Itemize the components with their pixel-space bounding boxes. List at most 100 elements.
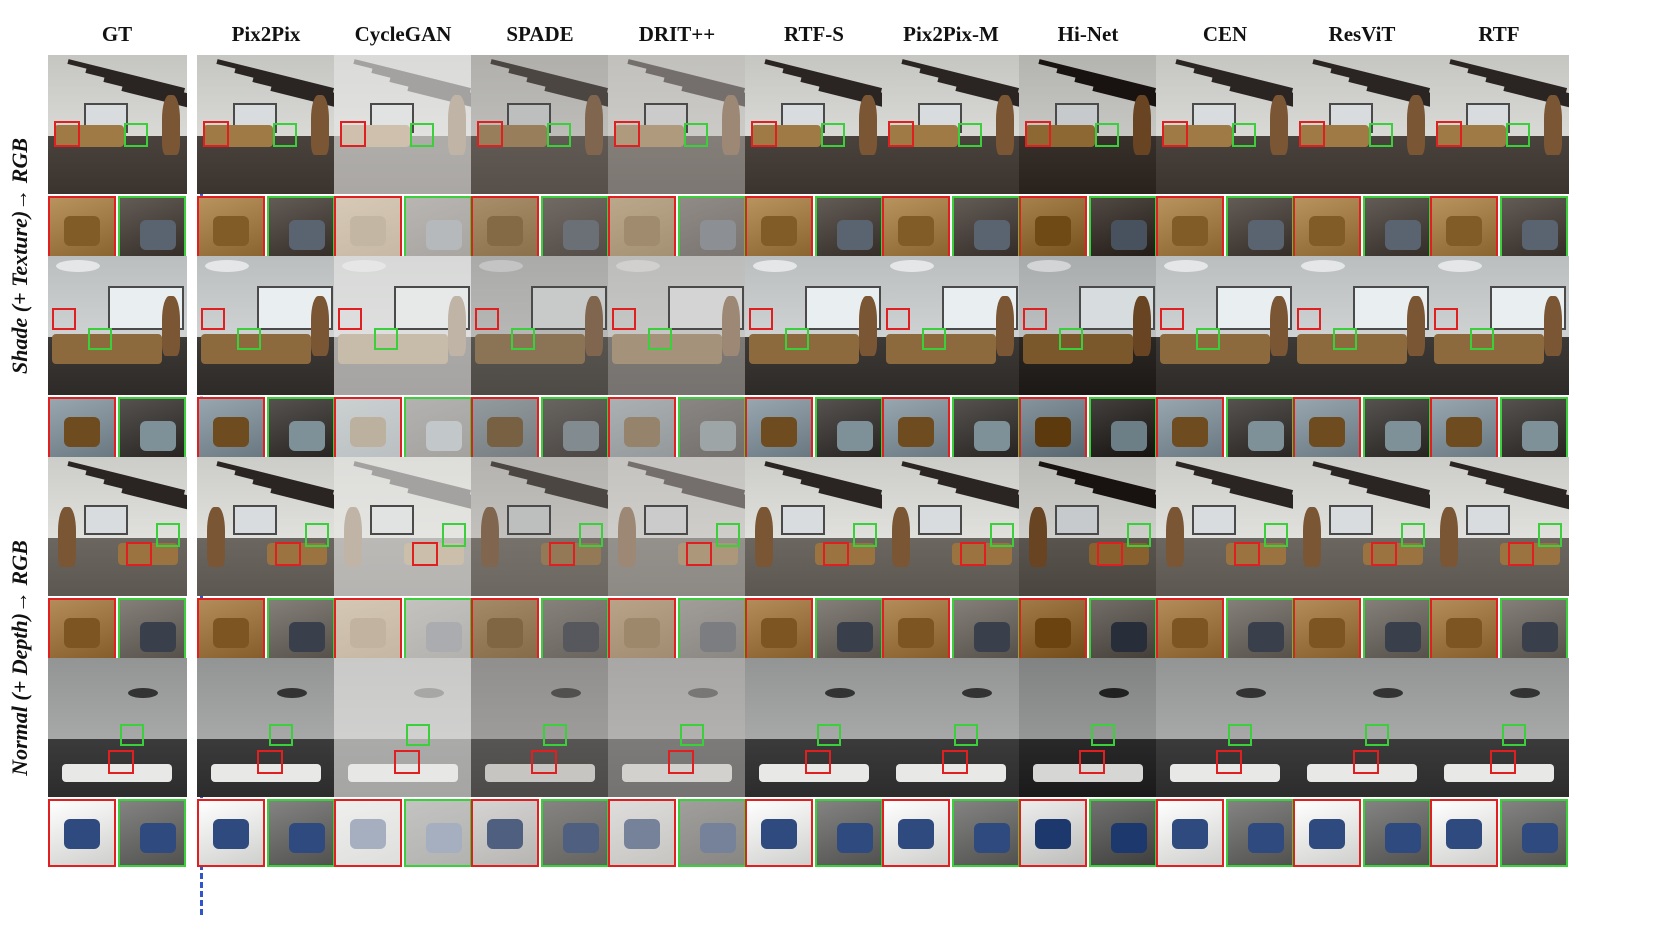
sofa: [267, 543, 327, 565]
crop-detail: [1385, 622, 1421, 652]
crop-detail: [289, 622, 325, 652]
green-zoom-crop: [1363, 799, 1431, 867]
red-highlight-box: [394, 750, 420, 774]
crop-detail: [140, 421, 176, 451]
result-cell: [1293, 256, 1432, 466]
column-header: ResViT: [1328, 22, 1396, 46]
scene-image: [1293, 658, 1432, 797]
green-highlight-box: [1196, 328, 1220, 350]
chandelier: [479, 260, 523, 272]
ceiling-fan: [414, 688, 444, 698]
crop-detail: [140, 823, 176, 853]
green-zoom-crop: [678, 196, 746, 264]
green-zoom-crop: [541, 196, 609, 264]
scene-image: [471, 457, 610, 596]
crop-detail: [761, 216, 797, 246]
scene-image: [334, 256, 473, 395]
sofa: [678, 543, 738, 565]
crop-detail: [624, 417, 660, 447]
result-cell: [197, 55, 336, 265]
red-zoom-crop: [1293, 799, 1361, 867]
crop-detail: [1111, 421, 1147, 451]
red-zoom-crop: [745, 397, 813, 465]
sofa: [118, 543, 178, 565]
crop-detail: [289, 220, 325, 250]
result-cell: [745, 658, 884, 868]
statue: [1270, 296, 1288, 356]
green-zoom-crop: [678, 598, 746, 666]
row-group-label: Normal (+ Depth)→ RGB: [2, 457, 38, 859]
scene-image: [471, 256, 610, 395]
green-highlight-box: [1369, 123, 1393, 147]
red-highlight-box: [1025, 121, 1051, 147]
statue: [311, 95, 329, 155]
scene-image: [1430, 55, 1569, 194]
red-zoom-crop: [471, 397, 539, 465]
crop-detail: [700, 220, 736, 250]
scene-image: [1019, 658, 1158, 797]
sofa: [54, 125, 124, 147]
red-zoom-crop: [882, 799, 950, 867]
crop-detail: [974, 220, 1010, 250]
crop-detail: [140, 622, 176, 652]
red-highlight-box: [477, 121, 503, 147]
result-cell: [1156, 457, 1295, 667]
green-highlight-box: [922, 328, 946, 350]
row-group-label-text: Shade (+ Texture)→ RGB: [7, 137, 32, 375]
crop-detail: [898, 417, 934, 447]
green-highlight-box: [511, 328, 535, 350]
scene-image: [1430, 256, 1569, 395]
sofa: [1299, 125, 1369, 147]
crop-detail: [1172, 216, 1208, 246]
crop-detail: [1248, 823, 1284, 853]
statue: [162, 95, 180, 155]
scene-image: [882, 55, 1021, 194]
result-cell: [608, 256, 747, 466]
red-zoom-crop: [745, 799, 813, 867]
green-highlight-box: [1333, 328, 1357, 350]
scene-window: [233, 505, 277, 535]
green-highlight-box: [410, 123, 434, 147]
crop-detail: [350, 417, 386, 447]
statue: [58, 507, 76, 567]
crop-detail: [1446, 417, 1482, 447]
scene-image: [197, 55, 336, 194]
green-highlight-box: [120, 724, 144, 746]
crop-detail: [1385, 823, 1421, 853]
sofa: [1025, 125, 1095, 147]
red-highlight-box: [108, 750, 134, 774]
statue: [1544, 95, 1562, 155]
red-highlight-box: [686, 542, 712, 566]
scene-window: [1466, 505, 1510, 535]
crop-detail: [487, 417, 523, 447]
crop-detail: [64, 417, 100, 447]
result-cell: [745, 256, 884, 466]
scene-image: [197, 457, 336, 596]
red-highlight-box: [201, 308, 225, 330]
sofa: [751, 125, 821, 147]
crop-detail: [1035, 216, 1071, 246]
result-cell: [1156, 256, 1295, 466]
green-highlight-box: [374, 328, 398, 350]
green-zoom-crop: [1363, 397, 1431, 465]
crop-detail: [1385, 220, 1421, 250]
green-zoom-crop: [1226, 196, 1294, 264]
crop-detail: [974, 622, 1010, 652]
green-highlight-box: [1401, 523, 1425, 547]
green-highlight-box: [853, 523, 877, 547]
scene-image: [745, 55, 884, 194]
scene-window: [370, 505, 414, 535]
crop-detail: [426, 220, 462, 250]
scene-image: [334, 457, 473, 596]
red-zoom-crop: [1293, 397, 1361, 465]
result-cell: [1156, 658, 1295, 868]
scene-image: [334, 55, 473, 194]
green-zoom-crop: [404, 397, 472, 465]
green-zoom-crop: [267, 397, 335, 465]
column-header: SPADE: [506, 22, 574, 46]
scene-image: [1019, 457, 1158, 596]
green-highlight-box: [269, 724, 293, 746]
column-header: CycleGAN: [354, 22, 452, 46]
green-zoom-crop: [404, 799, 472, 867]
crop-detail: [350, 819, 386, 849]
